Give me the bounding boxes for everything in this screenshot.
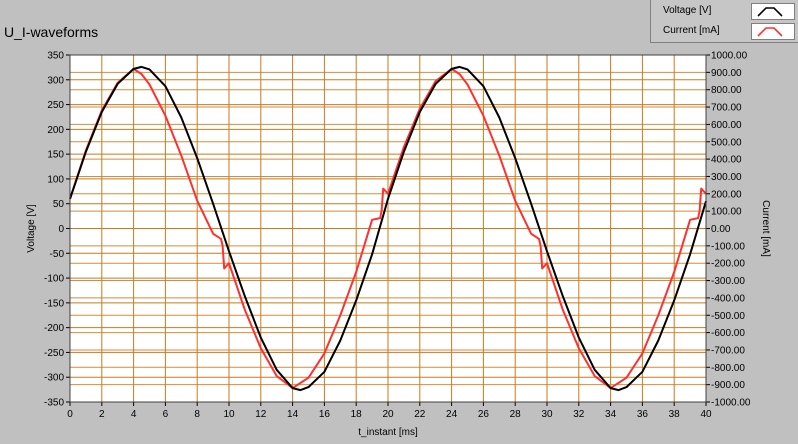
chart-title: U_I-waveforms (4, 24, 99, 40)
legend-label-voltage: Voltage [V] (663, 5, 712, 16)
x-tick-label: 14 (287, 409, 299, 420)
x-tick-label: 12 (255, 409, 267, 420)
x-tick-label: 2 (99, 409, 105, 420)
x-tick-label: 10 (223, 409, 235, 420)
y2-tick-label: 0.00 (711, 224, 731, 235)
y-tick-label: 50 (53, 199, 65, 210)
x-tick-label: 36 (637, 409, 649, 420)
plot-frame (69, 54, 707, 403)
y-axis-label: Voltage [V] (26, 204, 37, 253)
y2-tick-label: -100.00 (711, 241, 745, 252)
black-line-swatch-icon (751, 3, 795, 20)
x-tick-label: 6 (163, 409, 169, 420)
y2-tick-label: -400.00 (711, 293, 745, 304)
x-tick-label: 40 (700, 409, 712, 420)
y-tick-label: 300 (47, 75, 64, 86)
x-tick-label: 22 (414, 409, 426, 420)
legend: Voltage [V] Current [mA] (650, 0, 798, 43)
y2-tick-label: -500.00 (711, 311, 745, 322)
y-tick-label: -250 (44, 348, 64, 359)
x-tick-label: 0 (67, 409, 73, 420)
y-tick-label: 250 (47, 100, 64, 111)
y-tick-label: -150 (44, 298, 64, 309)
series-layer (69, 65, 707, 392)
x-tick-label: 18 (351, 409, 363, 420)
x-tick-label: 30 (541, 409, 553, 420)
x-tick-label: 28 (510, 409, 522, 420)
x-tick-label: 32 (573, 409, 585, 420)
x-tick-label: 34 (605, 409, 617, 420)
y2-tick-label: 500.00 (711, 137, 742, 148)
y2-tick-label: 900.00 (711, 68, 742, 79)
y2-tick-label: -300.00 (711, 276, 745, 287)
y2-tick-label: 1000.00 (711, 51, 748, 62)
legend-item-current[interactable]: Current [mA] (651, 22, 797, 42)
axes-layer: 0 2 4 6 8 10 12 14 16 18 20 22 24 26 28 30 32 34 36 38 40350… (26, 51, 771, 439)
x-tick-label: 20 (382, 409, 394, 420)
x-tick-label: 26 (478, 409, 490, 420)
y-tick-label: -100 (44, 274, 64, 285)
voltage-series-line (69, 65, 707, 392)
y2-tick-label: 700.00 (711, 103, 742, 114)
y2-tick-label: 800.00 (711, 85, 742, 96)
y-tick-label: 200 (47, 125, 64, 136)
y-tick-label: -50 (50, 249, 65, 260)
y-tick-label: 100 (47, 174, 64, 185)
y-tick-label: 0 (58, 224, 64, 235)
x-tick-label: 4 (131, 409, 137, 420)
y2-tick-label: 600.00 (711, 120, 742, 131)
y-tick-label: 150 (47, 150, 64, 161)
x-axis-label: t_instant [ms] (358, 427, 418, 438)
y2-axis-label: Current [mA] (760, 200, 771, 257)
y-tick-label: -350 (44, 398, 64, 409)
legend-label-current: Current [mA] (663, 25, 720, 36)
y2-tick-label: 200.00 (711, 189, 742, 200)
red-line-swatch-icon (751, 23, 795, 40)
y2-tick-label: 100.00 (711, 207, 742, 218)
y2-tick-label: -600.00 (711, 328, 745, 339)
x-tick-label: 8 (194, 409, 200, 420)
legend-item-voltage[interactable]: Voltage [V] (651, 2, 797, 22)
x-tick-label: 16 (319, 409, 331, 420)
x-tick-label: 38 (669, 409, 681, 420)
grid-layer (69, 54, 707, 403)
y2-tick-label: -1000.00 (711, 398, 751, 409)
x-tick-label: 24 (446, 409, 458, 420)
y2-tick-label: -200.00 (711, 259, 745, 270)
y2-tick-label: -800.00 (711, 363, 745, 374)
y-tick-label: -200 (44, 323, 64, 334)
y2-tick-label: 300.00 (711, 172, 742, 183)
y-tick-label: -300 (44, 373, 64, 384)
y2-tick-label: -900.00 (711, 380, 745, 391)
y-tick-label: 350 (47, 51, 64, 62)
y2-tick-label: 400.00 (711, 155, 742, 166)
y2-tick-label: -700.00 (711, 345, 745, 356)
